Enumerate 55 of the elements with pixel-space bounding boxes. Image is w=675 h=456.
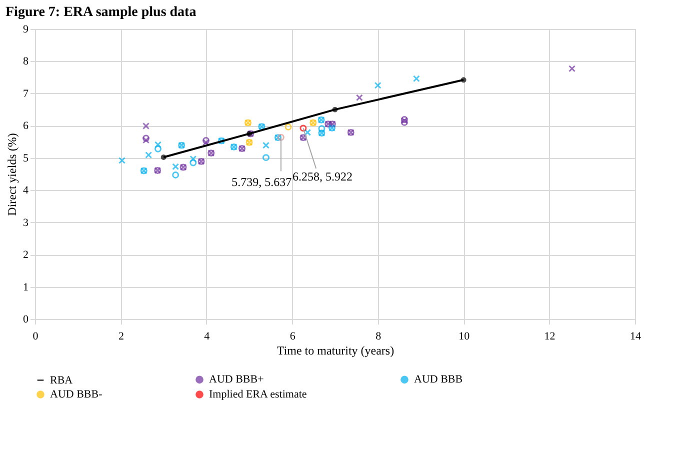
point: [190, 159, 197, 166]
point: [142, 122, 150, 130]
legend-label: AUD BBB-: [50, 388, 103, 400]
y-tick-label: 3: [23, 216, 29, 229]
point: [356, 94, 363, 102]
x-tick-label: 4: [204, 330, 210, 342]
x-axis-title: Time to maturity (years): [276, 344, 394, 358]
legend-label: AUD BBB: [414, 374, 463, 386]
y-tick-label: 9: [23, 24, 29, 36]
point: [400, 118, 408, 126]
legend-label: Implied ERA estimate: [209, 388, 307, 400]
legend-label: AUD BBB+: [209, 374, 264, 386]
point: [277, 134, 284, 141]
x-tick-label: 8: [376, 330, 382, 342]
y-tick-label: 1: [23, 281, 28, 294]
point: [154, 141, 162, 148]
point: [145, 152, 152, 158]
point: [304, 128, 312, 136]
point: [118, 156, 126, 164]
point: [460, 77, 466, 83]
y-tick-label: 0: [23, 314, 29, 326]
point: [202, 138, 210, 146]
point: [300, 124, 307, 132]
y-tick-label: 5: [23, 152, 29, 164]
point: [160, 154, 166, 160]
point: [568, 65, 576, 72]
point: [172, 171, 180, 178]
point: [284, 123, 292, 130]
point: [142, 134, 150, 142]
legend-label: RBA: [50, 374, 73, 386]
y-tick-label: 7: [23, 88, 29, 100]
x-tick-label: 14: [630, 330, 642, 342]
y-axis-title: Direct yields (%): [5, 133, 19, 216]
point: [154, 145, 162, 152]
point: [262, 154, 270, 162]
x-tick-label: 0: [32, 330, 39, 342]
point: [332, 106, 338, 112]
y-tick-label: 4: [23, 184, 29, 197]
annotation: 5.739, 5.637: [232, 174, 292, 189]
y-tick-label: 6: [23, 120, 29, 132]
x-tick-label: 6: [290, 330, 296, 342]
point: [262, 142, 270, 149]
point: [142, 136, 150, 144]
point: [172, 163, 180, 170]
annotation: 6.258, 5.922: [292, 170, 352, 184]
point: [374, 82, 382, 89]
x-tick-label: 2: [118, 330, 124, 342]
y-tick-label: 2: [23, 249, 28, 262]
x-tick-label: 10: [458, 330, 470, 342]
chart-title: Figure 7: ERA sample plus data: [6, 5, 196, 20]
point: [412, 75, 420, 82]
x-tick-label: 12: [544, 330, 556, 342]
point: [190, 155, 197, 162]
y-tick-label: 8: [23, 56, 29, 68]
point: [202, 137, 210, 144]
